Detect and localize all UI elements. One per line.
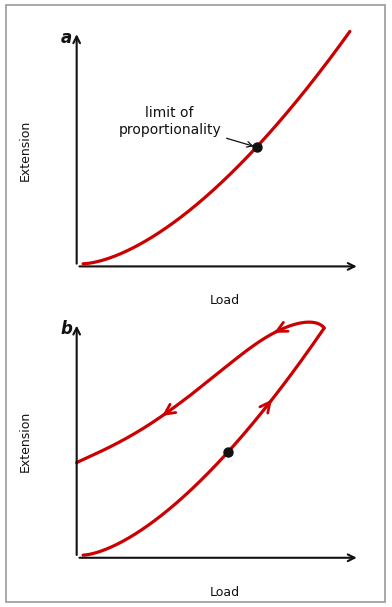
Text: Load: Load xyxy=(209,586,240,599)
Text: limit of
proportionality: limit of proportionality xyxy=(118,106,252,147)
Text: b: b xyxy=(61,320,73,338)
Text: Extension: Extension xyxy=(19,411,32,472)
Text: Load: Load xyxy=(209,294,240,307)
Text: Extension: Extension xyxy=(19,120,32,181)
Text: a: a xyxy=(61,29,72,47)
